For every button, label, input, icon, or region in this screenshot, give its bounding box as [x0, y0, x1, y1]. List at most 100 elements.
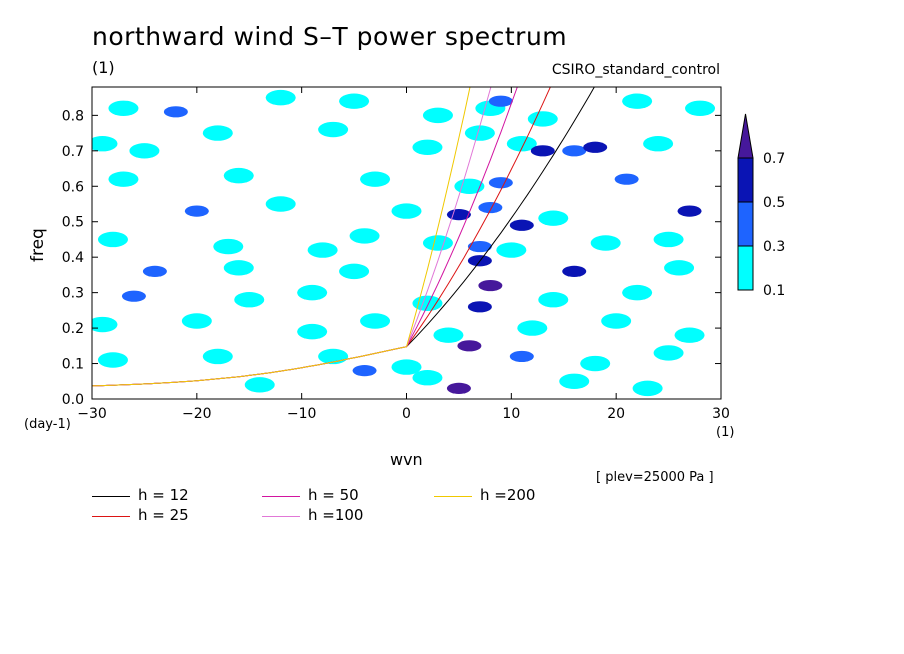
spectrum-cell	[622, 284, 653, 301]
spectrum-cell	[297, 284, 328, 301]
spectrum-cell	[244, 377, 275, 393]
colorbar-label: 0.1	[763, 283, 785, 299]
spectrum-cell	[559, 373, 590, 389]
spectrum-cell	[265, 196, 296, 212]
dispersion-curves	[92, 87, 595, 387]
spectrum-cell	[412, 370, 443, 386]
spectrum-cell	[121, 290, 146, 302]
spectrum-cell	[506, 136, 537, 152]
x-tick-label: 10	[502, 406, 520, 422]
colorbar-segment	[737, 245, 754, 291]
spectrum-cell	[538, 210, 569, 226]
spectrum-cell	[622, 93, 653, 109]
spectrum-cell	[478, 201, 503, 214]
spectrum-cell	[632, 380, 663, 397]
spectrum-cell	[517, 320, 548, 336]
spectrum-cell	[181, 313, 212, 329]
colorbar-label: 0.7	[763, 151, 785, 167]
spectrum-cell	[391, 359, 422, 375]
spectrum-cell	[496, 242, 527, 258]
y-tick-label: 0.3	[62, 286, 84, 302]
dispersion-curve	[92, 87, 595, 387]
spectrum-cell	[318, 121, 349, 138]
spectrum-cell	[467, 240, 492, 253]
spectrum-cell	[583, 141, 608, 153]
spectrum-cell	[108, 171, 139, 187]
dispersion-curve	[92, 87, 492, 387]
spectrum-cell	[509, 219, 534, 231]
spectrum-cell	[297, 323, 328, 340]
x-tick-label: −30	[77, 406, 107, 422]
x-tick-label: 0	[402, 406, 411, 422]
spectrum-cell	[223, 167, 254, 184]
plot-frame	[91, 86, 722, 400]
spectrum-cell	[457, 340, 482, 352]
spectrum-cell	[97, 352, 128, 368]
colorbar-segment	[737, 157, 754, 203]
spectrum-cell	[422, 235, 453, 251]
spectrum-cell	[467, 301, 492, 313]
spectrum-cell	[580, 355, 611, 372]
spectrum-cell	[184, 205, 209, 217]
dispersion-curve	[92, 87, 518, 387]
spectrum-cell	[213, 238, 244, 255]
legend-swatch	[262, 496, 300, 497]
pressure-level-annotation: [ plev=25000 Pa ]	[596, 470, 714, 485]
legend-label: h =100	[308, 506, 364, 524]
spectrum-cell	[562, 265, 587, 277]
spectrum-cell	[391, 203, 422, 219]
spectrum-cell	[464, 125, 495, 141]
spectrum-cell	[339, 263, 370, 280]
spectrum-cell	[142, 265, 167, 277]
spectrum-cell	[488, 177, 513, 189]
dispersion-curve	[92, 87, 471, 387]
legend-label: h = 25	[138, 506, 189, 524]
spectrum-cell	[202, 348, 233, 365]
spectrum-cell	[643, 136, 674, 152]
spectrum-cell	[653, 345, 684, 361]
spectrum-cell	[601, 313, 632, 329]
spectrum-cell	[509, 350, 534, 363]
spectrum-cell	[677, 205, 702, 217]
y-tick-label: 0.2	[62, 321, 84, 337]
dispersion-curve	[92, 87, 551, 387]
spectrum-cell	[664, 260, 695, 276]
chart-title: northward wind S–T power spectrum	[92, 22, 568, 51]
spectrum-cell	[92, 136, 118, 152]
spectrum-cell	[352, 365, 377, 377]
spectrum-cell	[674, 327, 705, 343]
legend-label: h = 12	[138, 486, 189, 504]
legend-swatch	[262, 516, 300, 517]
spectrum-cell	[446, 382, 471, 394]
x-tick-label: −10	[287, 406, 317, 422]
spectrum-cell	[307, 242, 338, 258]
spectrum-contours	[92, 89, 716, 397]
spectrum-cell	[223, 260, 254, 276]
y-tick-label: 0.4	[62, 250, 84, 266]
spectrum-cell	[360, 313, 391, 329]
spectrum-cell	[202, 125, 233, 141]
y-tick-label: 0.1	[62, 357, 84, 373]
x-axis-unit: (1)	[716, 425, 735, 440]
spectrum-cell	[92, 316, 118, 333]
spectrum-cell	[488, 95, 513, 107]
spectrum-cell	[454, 178, 485, 194]
legend-swatch	[92, 496, 130, 497]
colorbar-segment	[737, 201, 754, 247]
colorbar-extend-triangle	[737, 113, 754, 159]
x-tick-label: −20	[182, 406, 212, 422]
legend-swatch	[434, 496, 472, 497]
spectrum-cell	[339, 93, 370, 109]
x-axis-label: wvn	[390, 450, 423, 469]
spectrum-cell	[108, 100, 139, 116]
spectrum-cell	[422, 107, 453, 124]
y-axis-unit: (day-1)	[24, 417, 71, 432]
spectrum-cell	[590, 235, 621, 251]
spectrum-cell	[412, 139, 443, 155]
spectrum-cell	[685, 100, 716, 116]
x-tick-label: 20	[607, 406, 625, 422]
y-tick-label: 0.7	[62, 144, 84, 160]
y-tick-label: 0.6	[62, 179, 84, 195]
spectrum-cell	[234, 292, 265, 308]
